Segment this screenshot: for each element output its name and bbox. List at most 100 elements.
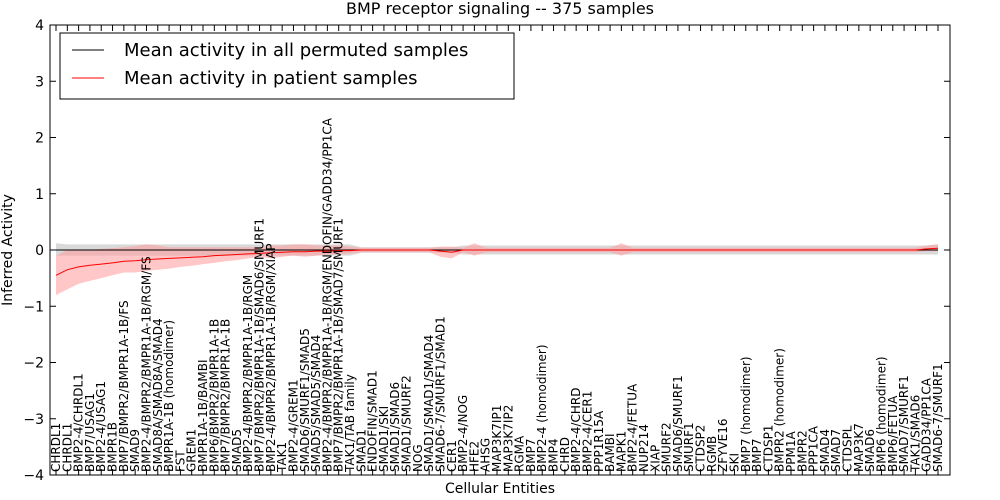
x-tick-label: MAPK1 [614, 431, 628, 472]
y-tick-label: −4 [23, 468, 44, 484]
x-tick-label: PPM1A [784, 431, 798, 472]
x-tick-label: SMAD1/SMAD1/SMAD4 [422, 335, 436, 472]
axis-ticks: 43210−1−2−3−4CHRDL1CHRDL1BMP2-4/CHRDL1BM… [23, 18, 950, 484]
legend: Mean activity in all permuted samples Me… [59, 32, 515, 100]
x-tick-label: BMP7 [524, 439, 538, 472]
x-tick-label: AHSG [479, 438, 493, 472]
x-tick-label: SMAD7/SMURF1 [897, 375, 911, 472]
x-tick-label: BMP7/BMPR2/BMPR1A-1B [219, 319, 233, 472]
x-tick-label: SMAD6-7/SMURF1/SMAD1 [434, 316, 448, 472]
x-tick-label: BMP2-4/BMPR2/BMPR1A-1B/RGM/ENDOFIN/GADD3… [320, 117, 334, 472]
x-tick-label: TAK1/SMAD6 [908, 395, 922, 473]
x-tick-label: BMP2-4/NOG [456, 395, 470, 472]
x-tick-label: CTDSPL [841, 425, 855, 472]
x-tick-label: BMP2-4/USAG1 [94, 381, 108, 472]
x-tick-label: BMPR1B [106, 422, 120, 472]
x-tick-label: XIAP [648, 445, 662, 472]
x-tick-label: BMP2-4/BMPR2/BMPR1A-1B/RGM [241, 275, 255, 472]
x-tick-label: BMP2-4/CER1 [581, 391, 595, 472]
x-tick-label: BMPR2 [795, 430, 809, 472]
y-tick-label: 2 [35, 131, 44, 147]
x-tick-label: CHRDL1 [60, 423, 74, 472]
x-tick-label: CTDSP2 [694, 425, 708, 472]
x-tick-label: BMP6/BMPR2/BMPR1A-1B [207, 319, 221, 472]
x-tick-label: SKI [728, 453, 742, 472]
x-tick-label: SMURF1 [682, 422, 696, 472]
x-tick-label: TAK1/TAB family [343, 374, 357, 473]
x-tick-label: CHRD [558, 437, 572, 472]
legend-box [59, 32, 515, 100]
x-tick-label: BMP7 (homodimer) [739, 356, 753, 472]
x-tick-label: SMAD6/SMURF1 [671, 375, 685, 472]
y-tick-label: 3 [35, 74, 44, 90]
x-tick-label: FST [173, 450, 187, 472]
x-tick-label: TAK1 [275, 442, 289, 473]
y-tick-label: −3 [23, 412, 44, 428]
x-tick-label: BMP2-4/BMPR2/BMPR1A-1B/RGM/FS [140, 256, 154, 472]
y-axis-label: Inferred Activity [0, 194, 16, 306]
y-tick-label: −1 [23, 299, 44, 315]
x-tick-label: BMP7/BMPR2/BMPR1A-1B/SMAD6/SMURF1 [253, 218, 267, 472]
x-tick-label: CER1 [445, 440, 459, 472]
plot-frame [49, 24, 951, 476]
band-patient [56, 243, 938, 295]
x-tick-label: BMP2-4/CHRDL1 [72, 373, 86, 472]
x-tick-label: SMAD6 [863, 429, 877, 472]
x-tick-label: RGMA [513, 435, 527, 472]
x-tick-label: GADD34/PP1CA [920, 377, 934, 472]
x-tick-label: MAP3K7 [852, 423, 866, 472]
x-tick-label: CTDSP1 [761, 425, 775, 472]
y-tick-label: 1 [35, 187, 44, 203]
x-tick-label: CHRDL1 [49, 423, 63, 472]
x-tick-label: GREM1 [185, 429, 199, 472]
legend-label-permuted: Mean activity in all permuted samples [124, 40, 468, 61]
x-tick-label: SMAD6-7/SMURF1 [931, 363, 945, 472]
x-tick-label: PPP1R15A [592, 410, 606, 472]
plot-area [55, 243, 939, 295]
x-tick-label: BMP2-4/GREM1 [287, 379, 301, 472]
x-tick-label: NUP214 [637, 424, 651, 472]
x-tick-label: BMP6/FETUA [886, 395, 900, 472]
x-tick-label: SMAD5/SMAD5/SMAD4 [309, 335, 323, 472]
x-tick-label: NOG [411, 444, 425, 472]
x-tick-label: SMAD7 [829, 429, 843, 472]
x-tick-label: SMAD1 [354, 429, 368, 472]
x-tick-label: SMURF2 [660, 422, 674, 472]
x-tick-label: BMP7/USAG1 [83, 393, 97, 472]
x-tick-label: SMAD5 [230, 429, 244, 472]
x-tick-label: HFE2 [467, 441, 481, 472]
x-tick-label: RGMB [705, 436, 719, 472]
x-tick-label: BMP6 (homodimer) [875, 356, 889, 472]
y-tick-label: 0 [35, 243, 44, 259]
x-tick-label: SMAD1/SMAD6 [388, 382, 402, 472]
x-tick-label: PPP1CA [807, 425, 821, 472]
x-axis-label: Cellular Entities [445, 481, 555, 497]
x-tick-label: SMAD4 [818, 429, 832, 472]
x-tick-label: MAP3K7IP2 [501, 405, 515, 472]
x-tick-label: MAP3K7IP1 [490, 405, 504, 472]
legend-label-patient: Mean activity in patient samples [124, 68, 418, 89]
x-tick-label: SMAD1/SKI [377, 406, 391, 472]
series-line-patient [55, 247, 939, 276]
x-tick-label: BMP7/BMPR2/BMPR1A-1B/SMAD7/SMURF1 [332, 218, 346, 472]
x-tick-label: BMP4 [547, 439, 561, 472]
x-tick-label: BMP2-4/FETUA [626, 383, 640, 472]
chart-title: BMP receptor signaling -- 375 samples [346, 0, 654, 18]
x-tick-label: BMP2-4 (homodimer) [535, 344, 549, 472]
x-tick-label: BMP2-4/BMPR2/BMPR1A-1B/RGM/XIAP [264, 243, 278, 472]
x-tick-label: BMP7/BMPR2/BMPR1A-1B/FS [117, 300, 131, 472]
x-tick-label: BMPR1A-1B/BAMBI [196, 359, 210, 472]
x-tick-label: SMAD1/SMURF2 [400, 375, 414, 472]
x-tick-label: BMP7 [750, 439, 764, 472]
x-tick-label: BAMBI [603, 433, 617, 472]
y-tick-label: 4 [35, 18, 44, 34]
x-tick-label: BMP2-4/CHRD [569, 388, 583, 472]
x-tick-label: SMAD9 [128, 429, 142, 472]
x-tick-label: BMPR1A-1B (homodimer) [162, 320, 176, 472]
x-tick-label: SMAD8A/SMAD8A/SMAD4 [151, 318, 165, 472]
y-tick-label: −2 [23, 356, 44, 372]
x-tick-label: BMPR2 (homodimer) [773, 348, 787, 472]
x-tick-label: ENDOFIN/SMAD1 [366, 370, 380, 472]
x-tick-label: SMAD6/SMURF1/SMAD5 [298, 328, 312, 472]
